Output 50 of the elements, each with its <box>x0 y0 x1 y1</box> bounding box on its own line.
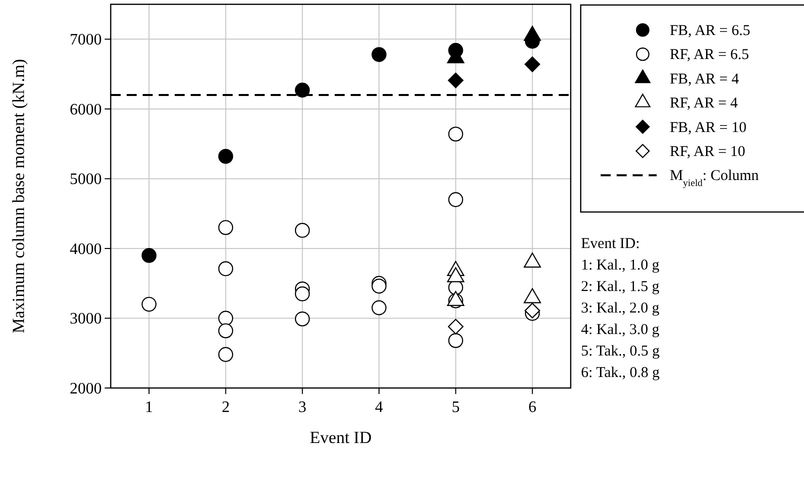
x-tick-label: 2 <box>222 399 230 416</box>
point <box>294 222 310 238</box>
legend-label: FB, AR = 10 <box>670 120 747 136</box>
point <box>448 126 464 142</box>
point <box>448 72 464 88</box>
x-tick-label: 3 <box>298 399 306 416</box>
text: 5: Tak., 0.5 g <box>581 344 660 360</box>
y-tick-label: 5000 <box>70 171 102 188</box>
point <box>294 82 310 98</box>
text: 3: Kal., 2.0 g <box>581 300 660 316</box>
legend-label: M$_{yield}$: Column <box>670 168 760 189</box>
text: 6: Tak., 0.8 g <box>581 365 660 381</box>
point <box>524 302 540 318</box>
x-axis-title: Event ID <box>310 428 372 447</box>
legend-label: RF, AR = 6.5 <box>670 47 750 64</box>
point <box>218 347 234 362</box>
point <box>142 296 156 312</box>
legend-label: FB, AR = 4 <box>670 71 740 88</box>
text: Event ID: <box>581 236 640 252</box>
point <box>372 278 386 294</box>
legend-label: FB, AR = 6.5 <box>670 23 750 39</box>
point <box>448 318 464 334</box>
y-tick-label: 6000 <box>70 101 102 118</box>
point <box>218 323 234 338</box>
point <box>294 286 310 302</box>
y-tick-label: 2000 <box>70 380 102 398</box>
point <box>218 220 234 235</box>
point <box>142 248 156 263</box>
y-tick-label: 4000 <box>70 240 102 258</box>
point <box>218 310 234 326</box>
x-tick-label: 6 <box>528 399 536 416</box>
point <box>372 47 386 62</box>
point <box>294 311 310 326</box>
text: 1: Kal., 1.0 g <box>581 258 660 274</box>
text: 4: Kal., 3.0 g <box>581 322 660 338</box>
text: 2: Kal., 1.5 g <box>581 279 660 295</box>
y-tick-label: 7000 <box>70 32 102 49</box>
legend-label: RF, AR = 4 <box>670 96 738 112</box>
point <box>218 261 234 276</box>
x-tick-label: 4 <box>375 399 384 416</box>
point <box>218 148 234 164</box>
y-tick-label: 3000 <box>70 310 102 328</box>
x-tick-label: 5 <box>452 399 460 416</box>
point <box>448 192 464 208</box>
y-axis-title: Maximum column base moment (kN.m) <box>9 58 28 334</box>
legend-label: RF, AR = 10 <box>670 144 746 160</box>
point <box>448 333 464 348</box>
point <box>372 300 386 316</box>
point <box>524 56 540 72</box>
x-tick-label: 1 <box>145 399 154 416</box>
